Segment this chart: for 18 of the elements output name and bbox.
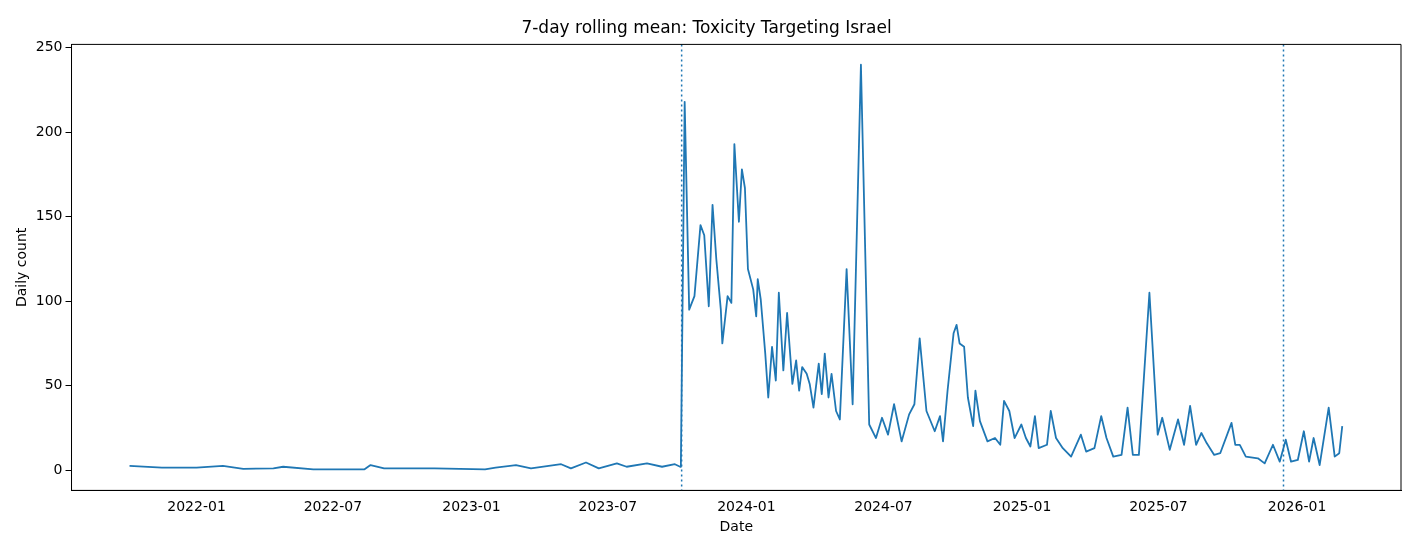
chart-title: 7-day rolling mean: Toxicity Targeting Israel <box>521 16 892 37</box>
x-tick-label: 2022-07 <box>303 498 363 515</box>
x-tick-label: 2024-07 <box>854 498 913 515</box>
y-axis-title: Daily count <box>13 227 30 308</box>
x-tick-label: 2025-07 <box>1129 498 1188 515</box>
x-tick-label: 2023-01 <box>442 498 501 515</box>
y-tick-label: 0 <box>53 460 63 477</box>
x-tick-label: 2024-01 <box>717 498 776 515</box>
y-tick-label: 200 <box>35 122 63 139</box>
x-axis-title: Date <box>719 518 753 535</box>
y-tick-label: 250 <box>35 38 63 55</box>
y-tick-label: 150 <box>35 207 63 224</box>
x-tick-label: 2025-01 <box>992 498 1052 515</box>
x-tick-label: 2023-07 <box>578 498 638 515</box>
x-tick-label: 2022-01 <box>167 498 226 515</box>
y-tick-label: 50 <box>44 376 63 393</box>
y-tick-label: 100 <box>35 291 63 308</box>
x-tick-label: 2026-01 <box>1267 498 1327 515</box>
